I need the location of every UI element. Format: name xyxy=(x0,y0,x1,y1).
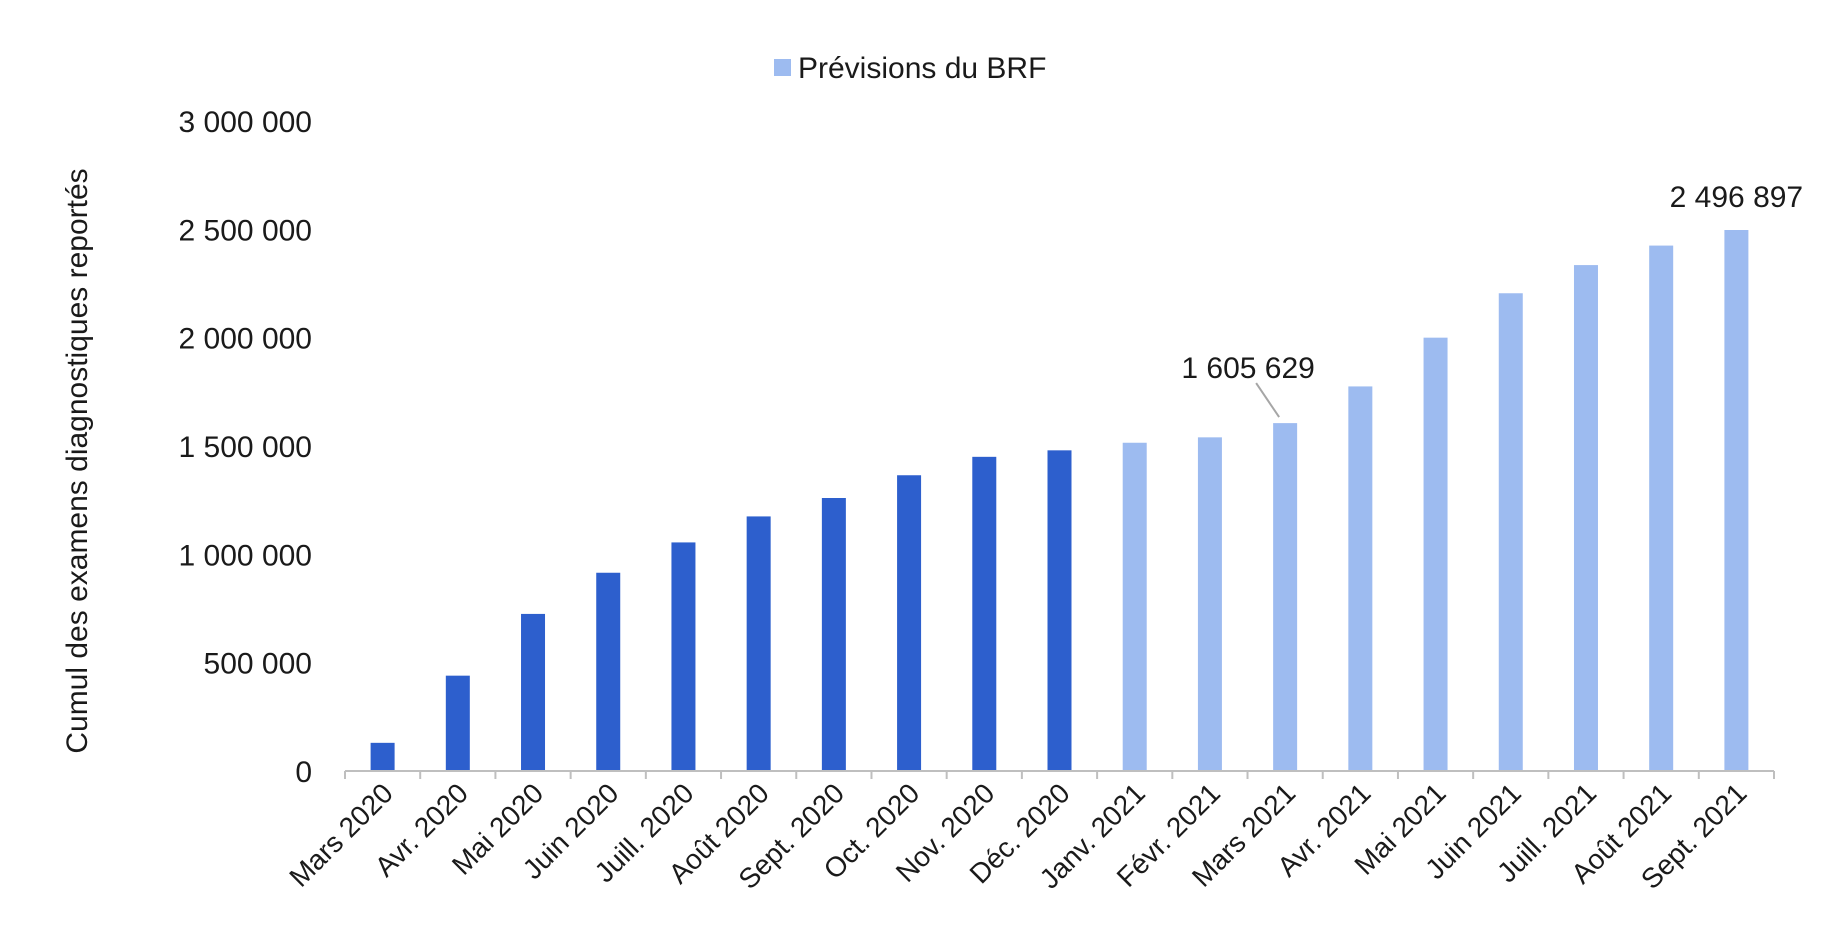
bar xyxy=(1573,265,1598,771)
bar xyxy=(370,742,395,771)
annotations: 1 605 629 2 496 897 xyxy=(1181,181,1803,418)
bar xyxy=(445,675,470,771)
bar xyxy=(1348,386,1373,771)
y-tick-label: 500 000 xyxy=(204,648,312,681)
legend-label-forecast: Prévisions du BRF xyxy=(798,52,1046,85)
bar xyxy=(1273,423,1298,771)
bar xyxy=(1423,337,1448,771)
bar xyxy=(1047,450,1072,771)
bar xyxy=(1724,230,1749,772)
y-axis-ticks: 0 500 000 1 000 000 1 500 000 2 000 000 2 500… xyxy=(179,106,312,789)
bar xyxy=(897,475,922,771)
data-label: 2 496 897 xyxy=(1670,181,1803,214)
data-label: 1 605 629 xyxy=(1181,352,1314,385)
bar xyxy=(1649,245,1674,772)
bar xyxy=(821,498,846,771)
y-tick-label: 0 xyxy=(295,756,312,789)
y-tick-label: 1 500 000 xyxy=(179,431,312,464)
bar xyxy=(972,456,997,771)
bar xyxy=(671,542,696,771)
bar xyxy=(1122,442,1147,771)
y-tick-label: 1 000 000 xyxy=(179,539,312,572)
bar xyxy=(1498,293,1523,771)
bars xyxy=(370,230,1749,772)
bar xyxy=(746,516,771,771)
data-label-leader xyxy=(1255,382,1280,418)
bar xyxy=(521,613,546,771)
y-tick-label: 2 500 000 xyxy=(179,214,312,247)
bar xyxy=(1197,437,1222,771)
x-tick-label: Mars 2020 xyxy=(283,777,398,892)
legend-swatch-forecast xyxy=(774,59,791,76)
bar xyxy=(596,572,621,771)
y-tick-label: 2 000 000 xyxy=(179,323,312,356)
y-tick-label: 3 000 000 xyxy=(179,106,312,139)
y-axis-title: Cumul des examens diagnostiques reportés xyxy=(61,168,94,753)
legend: Prévisions du BRF xyxy=(774,52,1046,85)
